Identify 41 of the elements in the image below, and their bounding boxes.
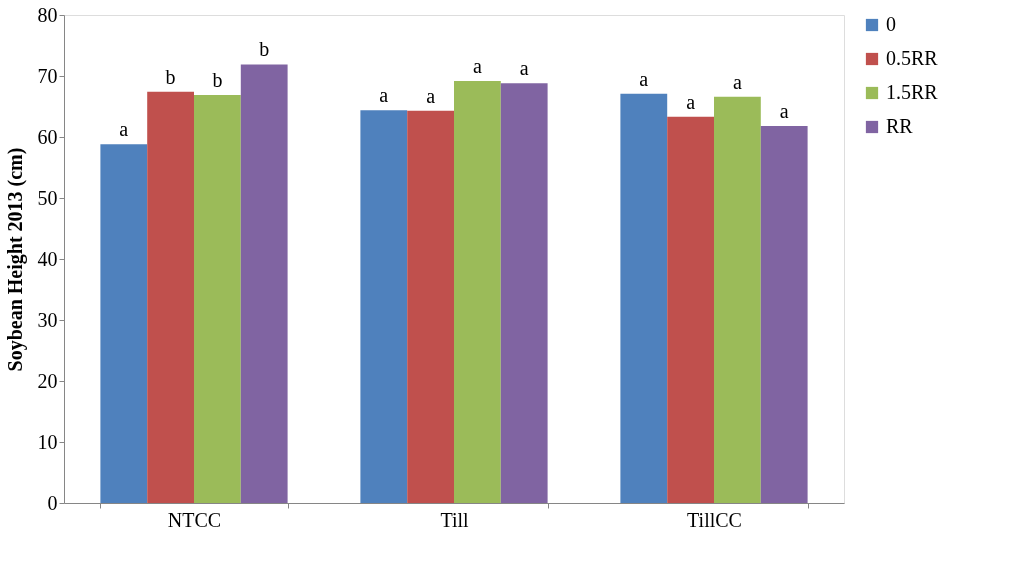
data-label: a	[639, 67, 649, 90]
y-axis-title: Soybean Height 2013 (cm)	[3, 147, 27, 372]
y-tick-label: 60	[37, 125, 58, 148]
x-tick-label: TillCC	[687, 508, 742, 531]
y-tick-label: 40	[37, 247, 58, 270]
bar	[360, 110, 408, 503]
bar	[760, 126, 808, 503]
x-tick-label: NTCC	[167, 508, 222, 531]
data-label: a	[119, 118, 129, 141]
legend-label: RR	[886, 115, 914, 137]
y-tick-label: 20	[37, 369, 58, 392]
y-tick-label: 50	[37, 186, 58, 209]
y-tick-label: 30	[37, 308, 58, 331]
data-label: a	[732, 70, 742, 93]
bar	[454, 80, 501, 503]
data-label: a	[472, 54, 482, 77]
y-tick-label: 80	[37, 3, 58, 26]
y-tick-label: 70	[37, 64, 58, 87]
legend-label: 0	[886, 13, 896, 35]
bar	[407, 110, 454, 503]
legend-label: 0.5RR	[886, 47, 939, 69]
data-label: a	[779, 100, 789, 123]
bar	[147, 91, 194, 503]
data-label: b	[165, 65, 176, 88]
data-label: a	[686, 90, 696, 113]
legend-label: 1.5RR	[886, 81, 939, 103]
bar	[667, 116, 714, 503]
bar	[194, 94, 241, 503]
bar	[620, 93, 668, 503]
bar	[240, 64, 288, 503]
bar	[500, 83, 548, 503]
data-label: a	[379, 84, 389, 107]
bar	[100, 144, 148, 503]
data-label: b	[212, 68, 223, 91]
y-tick-label: 0	[47, 491, 58, 514]
data-label: b	[259, 38, 270, 61]
bar	[714, 96, 761, 503]
data-label: a	[519, 57, 529, 80]
data-label: a	[426, 84, 436, 107]
x-tick-label: Till	[440, 508, 470, 531]
y-tick-label: 10	[37, 430, 58, 453]
